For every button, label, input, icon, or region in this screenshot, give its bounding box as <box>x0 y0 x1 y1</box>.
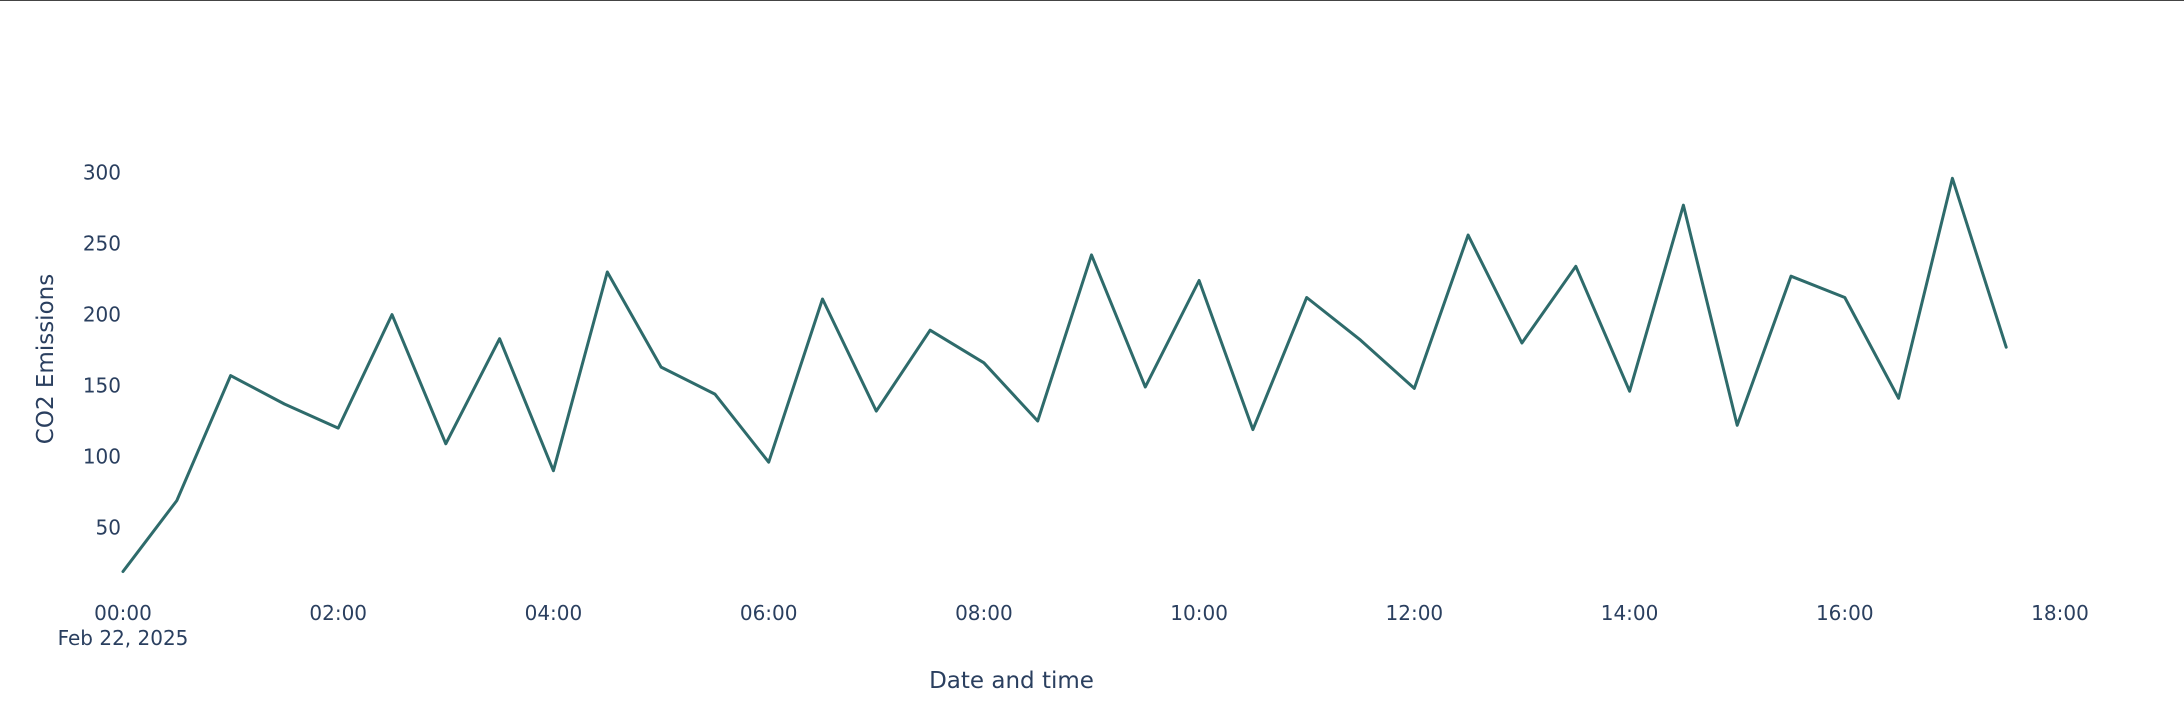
data-point <box>767 461 770 464</box>
x-tick-label: 02:00 <box>309 601 367 625</box>
x-tick-label: 16:00 <box>1816 601 1874 625</box>
data-point <box>444 442 447 445</box>
data-point <box>1359 339 1362 342</box>
x-axis-title: Date and time <box>929 668 1094 694</box>
data-point <box>1951 177 1954 180</box>
data-point <box>1036 420 1039 423</box>
x-axis-date-label: Feb 22, 2025 <box>58 626 189 650</box>
x-tick-label: 12:00 <box>1386 601 1444 625</box>
y-axis-ticks: 50 100 150 200 250 300 <box>83 161 121 540</box>
data-point <box>2005 346 2008 349</box>
data-point <box>875 410 878 413</box>
data-point <box>283 403 286 406</box>
x-tick-label: 18:00 <box>2031 601 2089 625</box>
x-tick-label: 00:00 <box>94 601 152 625</box>
data-point <box>1090 253 1093 256</box>
data-point <box>1467 234 1470 237</box>
data-point <box>1413 387 1416 390</box>
data-point <box>1897 397 1900 400</box>
data-point <box>229 374 232 377</box>
y-tick-label: 300 <box>83 161 121 185</box>
data-point <box>1198 279 1201 282</box>
x-tick-label: 08:00 <box>955 601 1013 625</box>
data-point <box>122 570 125 573</box>
data-point <box>1628 390 1631 393</box>
data-point <box>1574 265 1577 268</box>
data-point <box>1144 386 1147 389</box>
y-tick-label: 100 <box>83 445 121 469</box>
data-point <box>982 361 985 364</box>
y-tick-label: 250 <box>83 232 121 256</box>
data-point <box>1520 342 1523 345</box>
y-tick-label: 50 <box>96 516 121 540</box>
x-tick-label: 10:00 <box>1170 601 1228 625</box>
data-point <box>552 469 555 472</box>
data-point <box>713 393 716 396</box>
data-point <box>821 298 824 301</box>
data-point <box>606 271 609 274</box>
data-point <box>1790 275 1793 278</box>
x-tick-label: 04:00 <box>525 601 583 625</box>
x-tick-label: 06:00 <box>740 601 798 625</box>
y-tick-label: 150 <box>83 374 121 398</box>
y-axis-title: CO2 Emissions <box>33 274 59 444</box>
data-point <box>660 366 663 369</box>
x-axis-ticks: 00:00 02:00 04:00 06:00 08:00 10:00 12:00 14:00… <box>94 601 2089 625</box>
y-tick-label: 200 <box>83 303 121 327</box>
series-layer <box>121 176 2008 573</box>
data-point <box>1736 424 1739 427</box>
data-point <box>175 499 178 502</box>
data-point <box>337 427 340 430</box>
data-point <box>1682 204 1685 207</box>
series-line <box>121 176 2008 573</box>
data-point <box>391 313 394 316</box>
data-point <box>1843 296 1846 299</box>
data-point <box>498 337 501 340</box>
data-point <box>1305 296 1308 299</box>
top-border <box>0 0 2184 1</box>
data-point <box>929 329 932 332</box>
x-tick-label: 14:00 <box>1601 601 1659 625</box>
data-point <box>1251 428 1254 431</box>
